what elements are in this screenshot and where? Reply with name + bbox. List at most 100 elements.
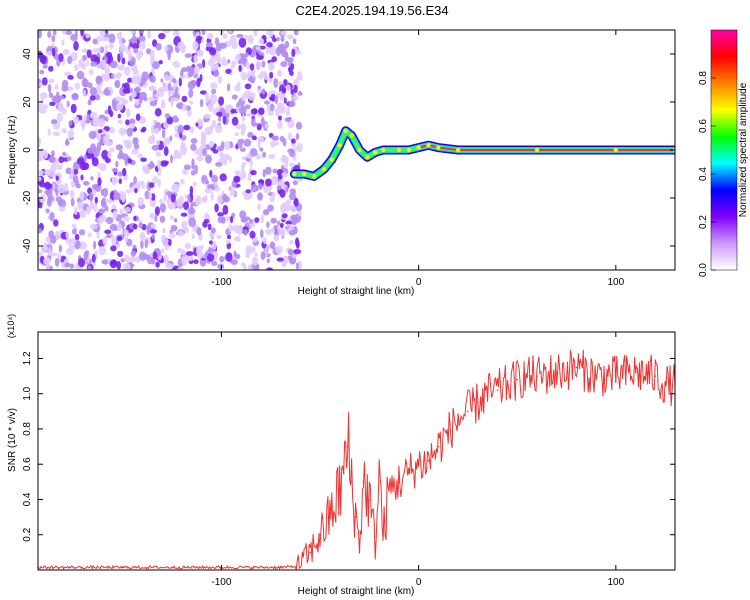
noise-speckle <box>132 244 137 249</box>
noise-speckle <box>153 90 157 95</box>
noise-speckle <box>101 59 107 69</box>
noise-speckle <box>291 48 296 58</box>
noise-speckle <box>115 73 121 79</box>
noise-speckle <box>270 90 276 96</box>
noise-speckle <box>45 236 51 243</box>
noise-speckle <box>159 203 167 213</box>
snr-point <box>279 566 282 569</box>
noise-speckle <box>190 143 197 151</box>
noise-speckle <box>149 229 158 234</box>
noise-speckle <box>99 46 105 54</box>
noise-speckle <box>194 148 202 155</box>
noise-speckle <box>79 210 85 218</box>
snr-point <box>526 375 528 377</box>
noise-speckle <box>220 30 225 36</box>
noise-speckle <box>190 170 196 176</box>
noise-speckle <box>117 113 122 119</box>
noise-speckle <box>58 53 64 62</box>
noise-speckle <box>57 184 66 194</box>
noise-speckle <box>128 256 136 263</box>
noise-speckle <box>255 61 263 69</box>
noise-speckle <box>221 190 225 196</box>
noise-speckle <box>183 124 191 131</box>
noise-speckle <box>211 174 218 183</box>
noise-speckle <box>66 156 72 162</box>
ridge-point <box>436 145 441 150</box>
noise-speckle <box>127 52 133 61</box>
noise-speckle <box>94 196 99 204</box>
noise-speckle <box>247 34 254 45</box>
noise-speckle <box>245 189 251 194</box>
noise-speckle <box>133 68 139 76</box>
noise-speckle <box>111 176 118 184</box>
noise-speckle <box>152 61 160 70</box>
noise-speckle <box>243 195 252 200</box>
noise-speckle <box>154 108 162 117</box>
noise-speckle <box>214 187 221 192</box>
noise-speckle <box>157 178 161 188</box>
noise-speckle <box>176 102 183 109</box>
noise-speckle <box>292 38 297 45</box>
noise-speckle <box>138 50 144 58</box>
noise-speckle <box>136 74 142 84</box>
noise-speckle <box>164 263 173 269</box>
noise-speckle <box>272 168 278 174</box>
noise-speckle <box>39 182 48 188</box>
noise-speckle <box>170 193 176 203</box>
noise-speckle <box>212 149 219 154</box>
noise-speckle <box>134 100 140 106</box>
noise-speckle <box>261 60 266 68</box>
noise-speckle <box>39 194 46 203</box>
noise-speckle <box>262 151 267 158</box>
noise-speckle <box>121 57 126 65</box>
noise-speckle <box>81 78 89 88</box>
noise-speckle <box>243 138 252 147</box>
noise-speckle <box>91 157 99 167</box>
noise-speckle <box>275 245 283 255</box>
noise-speckle <box>217 146 224 152</box>
noise-speckle <box>86 205 91 215</box>
noise-speckle <box>71 92 79 101</box>
noise-speckle <box>236 33 244 38</box>
noise-speckle <box>146 225 150 235</box>
noise-speckle <box>181 220 188 230</box>
noise-speckle <box>211 88 217 95</box>
noise-speckle <box>280 61 288 68</box>
noise-speckle <box>270 241 275 250</box>
noise-speckle <box>183 201 190 211</box>
noise-speckle <box>69 189 75 199</box>
noise-speckle <box>131 90 137 98</box>
noise-speckle <box>89 95 96 101</box>
noise-speckle <box>138 40 146 50</box>
noise-speckle <box>48 246 52 257</box>
noise-speckle <box>176 267 185 270</box>
noise-speckle <box>241 161 246 168</box>
noise-speckle <box>158 32 166 40</box>
noise-speckle <box>41 244 49 253</box>
noise-speckle <box>102 135 110 145</box>
noise-speckle <box>257 136 265 143</box>
snr-point <box>295 565 298 568</box>
snr-point <box>664 384 666 386</box>
colorbar-tick-label: 0.8 <box>698 71 709 85</box>
snr-x-tick-label: -100 <box>211 577 231 588</box>
noise-speckle <box>194 197 202 206</box>
noise-speckle <box>177 247 182 254</box>
noise-speckle <box>61 39 65 46</box>
noise-speckle <box>283 97 287 104</box>
noise-speckle <box>184 242 191 250</box>
noise-speckle <box>199 74 203 82</box>
noise-speckle <box>253 108 258 114</box>
noise-speckle <box>210 82 218 90</box>
noise-speckle <box>297 91 303 96</box>
noise-speckle <box>217 212 225 217</box>
noise-speckle <box>124 66 131 76</box>
noise-speckle <box>96 47 101 53</box>
noise-speckle <box>50 252 58 257</box>
snr-point <box>477 401 479 404</box>
noise-speckle <box>293 84 298 94</box>
noise-speckle <box>154 127 160 135</box>
noise-speckle <box>218 96 225 106</box>
noise-speckle <box>119 52 123 59</box>
